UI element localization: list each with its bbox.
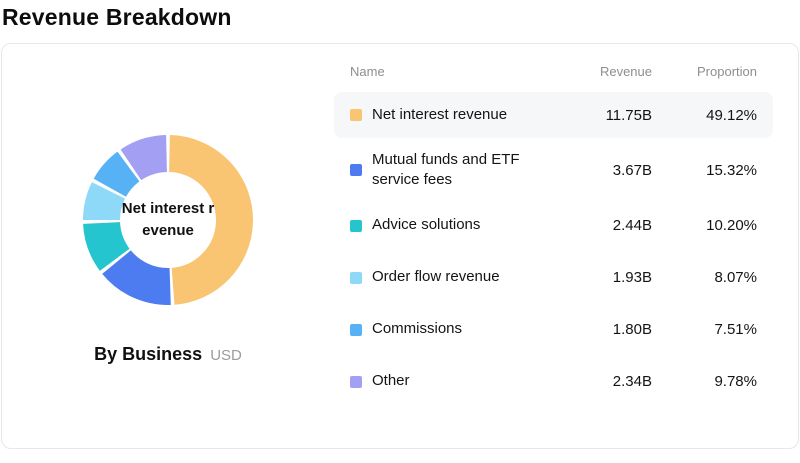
table-header-row: Name Revenue Proportion [334, 58, 773, 84]
page-title: Revenue Breakdown [2, 4, 232, 30]
series-name-cell: Commissions [350, 319, 552, 339]
table-row[interactable]: Other 2.34B 9.78% [334, 359, 773, 405]
donut-chart-panel: Net interest revenue By Business USD [2, 44, 334, 448]
series-proportion: 49.12% [706, 106, 757, 124]
series-name: Mutual funds and ETF service fees [372, 151, 520, 189]
chart-footer-title: By Business [94, 344, 203, 364]
series-name-cell: Other [350, 371, 552, 391]
series-name: Net interest revenue [372, 105, 508, 123]
donut-svg[interactable] [80, 132, 256, 308]
series-color-marker [350, 271, 362, 284]
table-row[interactable]: Order flow revenue 1.93B 8.07% [334, 255, 773, 301]
series-color-marker [350, 323, 362, 336]
table-body: Net interest revenue 11.75B 49.12% Mutua… [334, 92, 773, 405]
series-name: Order flow revenue [372, 268, 500, 286]
series-proportion: 8.07% [714, 269, 757, 286]
series-color-marker [350, 375, 362, 388]
series-revenue: 1.80B [612, 321, 652, 338]
header-revenue: Revenue [599, 63, 652, 79]
donut-segment-0[interactable] [83, 135, 253, 305]
series-name-cell: Advice solutions [350, 215, 552, 235]
series-revenue: 11.75B [605, 106, 652, 124]
series-proportion: 9.78% [714, 373, 757, 390]
series-name: Other [372, 372, 410, 390]
series-proportion: 7.51% [714, 321, 757, 338]
series-name-cell: Mutual funds and ETF service fees [350, 150, 552, 191]
chart-footer: By Business USD [94, 344, 242, 365]
series-color-marker [350, 109, 362, 121]
table-row[interactable]: Advice solutions 2.44B 10.20% [334, 203, 773, 249]
donut-chart[interactable]: Net interest revenue [80, 132, 256, 308]
series-color-marker [350, 219, 362, 232]
series-name-cell: Net interest revenue [350, 105, 552, 125]
series-color-marker [350, 164, 362, 177]
series-revenue: 3.67B [612, 161, 652, 179]
donut-segment-2[interactable] [80, 132, 256, 308]
donut-segment-3[interactable] [83, 135, 253, 305]
header-proportion: Proportion [697, 63, 757, 79]
chart-footer-unit: USD [210, 347, 242, 364]
series-proportion: 10.20% [706, 217, 757, 234]
table-row[interactable]: Mutual funds and ETF service fees 3.67B … [334, 144, 773, 197]
series-name-cell: Order flow revenue [350, 267, 552, 287]
series-revenue: 2.34B [612, 373, 652, 390]
breakdown-table: Name Revenue Proportion Net interest rev… [334, 44, 798, 448]
series-name: Commissions [372, 320, 463, 338]
series-revenue: 2.44B [612, 217, 652, 234]
revenue-card: Net interest revenue By Business USD Nam… [1, 43, 799, 449]
series-revenue: 1.93B [612, 269, 652, 286]
table-row[interactable]: Net interest revenue 11.75B 49.12% [334, 92, 773, 138]
table-row[interactable]: Commissions 1.80B 7.51% [334, 307, 773, 353]
series-name: Advice solutions [372, 216, 481, 234]
series-proportion: 15.32% [706, 161, 757, 179]
header-name: Name [350, 63, 385, 79]
